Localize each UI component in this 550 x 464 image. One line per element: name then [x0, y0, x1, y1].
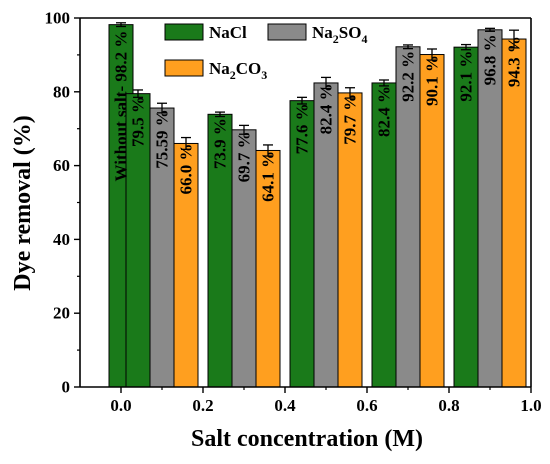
bar-value-label: 92.1 % — [457, 51, 476, 102]
legend-text-part: Na — [209, 59, 230, 78]
bar-nacl — [371, 82, 397, 388]
x-tick-label: 0.6 — [356, 396, 377, 415]
bar-value-label: 96.8 % — [481, 34, 500, 85]
legend-label-0: NaCl — [209, 23, 247, 42]
legend-swatch-0 — [164, 23, 204, 41]
bar-value-label: 73.9 % — [211, 118, 230, 169]
legend-subscript: 2 — [333, 32, 339, 46]
legend-label-1: Na2SO4 — [312, 23, 367, 46]
bar-value-label: 69.7 % — [235, 131, 254, 182]
y-tick-label: 60 — [53, 156, 70, 175]
bar-na2co3 — [337, 92, 363, 388]
bar-value-label: 75.59 % — [153, 109, 172, 169]
bar-value-label: 79.5 % — [129, 96, 148, 147]
x-tick-label: 0.0 — [110, 396, 131, 415]
legend-subscript: 3 — [261, 68, 267, 82]
bar-value-labels: Without salt- 98.2 %79.5 % 75.59 % 66.0 % 7… — [112, 31, 524, 202]
x-tick-label: 1.0 — [520, 396, 541, 415]
y-tick-label: 20 — [53, 304, 70, 323]
bar-value-label: 90.1 % — [423, 55, 442, 106]
x-tick-label: 0.4 — [274, 396, 296, 415]
bar-value-label: 79.7 % — [341, 94, 360, 145]
legend-label-2: Na2CO3 — [209, 59, 267, 82]
legend-subscript: 2 — [230, 68, 236, 82]
bars — [108, 22, 527, 388]
x-axis-title: Salt concentration (M) — [191, 426, 423, 452]
x-tick-label: 0.2 — [192, 396, 213, 415]
y-tick-label: 100 — [45, 9, 71, 28]
bar-value-label: 82.4 % — [317, 83, 336, 134]
legend-text-part: CO — [236, 59, 262, 78]
bar-value-label: 66.0 % — [177, 144, 196, 195]
y-axis-title: Dye removal (%) — [10, 115, 36, 291]
y-tick-label: 40 — [53, 230, 70, 249]
bar-na2co3 — [255, 149, 281, 388]
bar-value-label: 82.4 % — [375, 86, 394, 137]
legend-subscript: 4 — [361, 32, 367, 46]
legend-swatch-1 — [267, 23, 307, 41]
axes: 0 20 40 60 80 100 0.0 0.2 0.4 0.6 0.8 1.0 — [45, 9, 542, 416]
bar-value-label: 92.2 % — [399, 51, 418, 102]
bar-value-label: Without salt- 98.2 % — [112, 31, 131, 182]
bar-na2so4 — [313, 82, 339, 388]
y-tick-label: 80 — [53, 82, 70, 101]
bar-value-label: 94.3 % — [505, 36, 524, 87]
legend-text-part: SO — [339, 23, 362, 42]
legend-text-part: NaCl — [209, 23, 247, 42]
bar-nacl — [289, 100, 315, 388]
bar-na2so4 — [231, 129, 257, 388]
y-tick-label: 0 — [62, 378, 71, 397]
bar-na2co3 — [501, 38, 527, 388]
legend-swatch-2 — [164, 59, 204, 77]
legend-text-part: Na — [312, 23, 333, 42]
x-tick-label: 0.8 — [438, 396, 459, 415]
bar-value-label: 64.1 % — [259, 151, 278, 202]
bar-value-label: 77.6 % — [293, 103, 312, 154]
